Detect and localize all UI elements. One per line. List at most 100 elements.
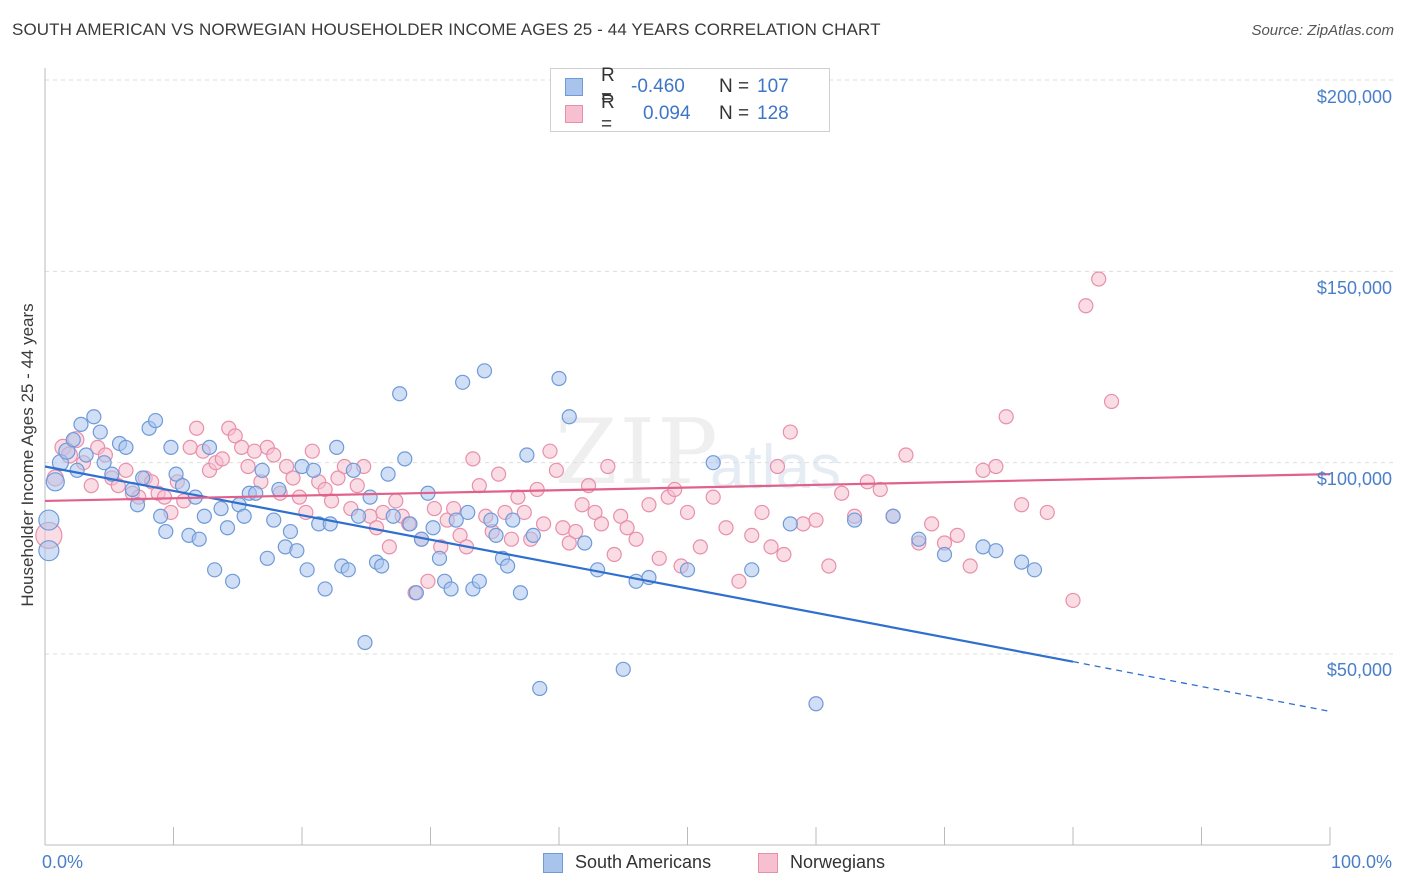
norwegian-point [388,493,404,509]
south-american-point [45,472,65,492]
norwegian-point [763,539,779,555]
south-american-point [425,520,441,536]
south-american-point [362,489,378,505]
y-tick-label: $100,000 [1316,469,1392,489]
norwegian-point [619,520,635,536]
norwegian-point [330,470,346,486]
south-american-point [92,424,108,440]
south-american-point [207,562,223,578]
south-american-point [118,439,134,455]
legend-item-south-americans[interactable]: South Americans [543,852,711,873]
south-american-point [266,512,282,528]
legend-item-norwegians[interactable]: Norwegians [758,852,885,873]
south-american-point [317,581,333,597]
legend-n-value: 107 [757,76,789,97]
norwegian-point [975,462,991,478]
norwegian-point [246,443,263,459]
south-american-point [259,550,275,566]
norwegian-point [542,443,558,459]
legend-n-label: N = [719,103,750,124]
south-american-point [350,508,367,524]
norwegian-point [769,458,786,475]
x-tick-label-min: 0.0% [42,852,84,872]
norwegian-point [679,504,696,521]
south-american-point [846,512,863,528]
south-american-point [885,508,901,524]
norwegian-point [471,478,487,494]
south-american-point [196,508,212,524]
south-american-point [525,527,541,543]
norwegian-point [574,497,590,513]
norwegian-point [949,527,965,543]
south-american-point [936,546,953,563]
legend-swatch-blue [565,78,583,96]
norwegian-point [452,527,468,543]
legend-row-norwegians: R = 0.094 N = 128 [565,92,789,135]
norwegian-point [606,546,622,563]
norwegian-point [600,458,616,475]
norwegian-point [795,516,811,532]
south-american-point [561,409,577,425]
norwegian-point [548,462,565,478]
norwegian-point [628,531,644,547]
norwegian-point [118,462,134,478]
south-american-point [512,585,529,601]
legend-r-label: R = [601,92,615,135]
south-american-point [86,409,102,425]
norwegian-point [1091,271,1107,287]
south-american-point [299,562,315,578]
south-american-point [488,527,504,543]
norwegian-point [420,573,436,589]
norwegian-point [278,458,295,475]
south-american-point [374,558,390,574]
south-american-point [78,447,94,463]
norwegian-point [776,546,792,563]
south-american-point [744,562,760,578]
norwegian-point [705,489,721,505]
south-american-point [254,462,270,478]
south-american-point [1013,554,1030,570]
norwegian-point [924,516,940,532]
south-american-point [147,412,164,429]
south-american-point [448,512,464,528]
south-american-point [402,516,418,532]
south-american-point [505,512,521,528]
norwegian-point [266,447,282,463]
south-american-point [455,374,471,390]
correlation-legend: R = -0.460 N = 107 R = 0.094 N = 128 [550,65,830,135]
norwegian-point [491,466,507,482]
south-american-point [129,497,146,513]
south-american-point [158,523,174,540]
norwegian-point [834,485,850,501]
norwegian-point [285,470,301,486]
series-legend: South Americans Norwegians [0,852,1406,876]
south-american-point [168,466,184,482]
south-american-point [615,661,631,677]
south-american-point [271,481,287,498]
south-american-point [73,416,89,432]
south-american-point [96,455,112,471]
south-american-point [135,470,151,486]
norwegian-point [516,504,532,521]
norwegian-point [782,424,798,440]
norwegian-point [744,527,760,543]
legend-r-label: R = [601,65,615,108]
norwegian-point [214,451,230,467]
norwegian-point [613,508,629,524]
norwegian-point [1013,497,1030,513]
south-american-point [153,508,169,524]
norwegian-point [426,500,442,517]
norwegian-point [349,478,365,494]
south-american-point [380,466,396,482]
south-american-point [460,504,476,521]
south-american-point [679,562,696,578]
south-american-point [201,439,218,455]
norwegian-point [754,504,770,521]
y-axis-label: Householder Income Ages 25 - 44 years [18,303,37,607]
norwegian-point [1078,298,1094,314]
south-american-point [38,509,60,531]
south-american-point [500,558,516,574]
norwegian-point [189,420,205,436]
norwegian-point [291,489,308,505]
